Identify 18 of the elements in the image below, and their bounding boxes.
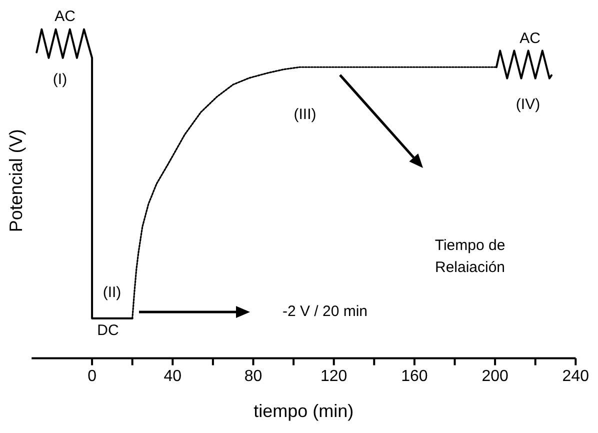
text: AC xyxy=(54,8,76,26)
annotation: (IV) xyxy=(516,96,540,114)
annotation: (I) xyxy=(52,71,68,88)
annotation: Tiempo de Relaiación xyxy=(434,237,506,276)
x-tick-label: 200 xyxy=(482,368,508,386)
x-tick-label: 80 xyxy=(244,368,262,386)
annotation: DC xyxy=(97,322,119,340)
y-axis-title: Potencial (V) xyxy=(6,129,26,232)
x-axis-title: tiempo (min) xyxy=(254,401,354,422)
x-tick-label: 40 xyxy=(164,368,182,386)
x-tick-label: 0 xyxy=(88,368,97,386)
annotation: (III) xyxy=(294,106,316,124)
annotation: (II) xyxy=(102,284,122,302)
x-tick-label: 120 xyxy=(320,368,348,386)
annotation: -2 V / 20 min xyxy=(282,303,368,320)
x-tick-label: 240 xyxy=(562,368,590,386)
x-tick-label: 160 xyxy=(401,368,428,386)
annotation: AC xyxy=(520,30,541,48)
